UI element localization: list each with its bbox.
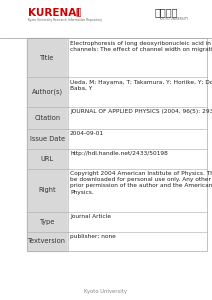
Bar bbox=[67, 38, 207, 77]
Text: Textversion: Textversion bbox=[28, 238, 66, 244]
Bar bbox=[67, 129, 207, 149]
Bar bbox=[27, 169, 67, 212]
Text: Kyoto University: Kyoto University bbox=[85, 289, 127, 294]
Bar bbox=[67, 232, 207, 251]
Text: KURENAI: KURENAI bbox=[28, 8, 80, 19]
Bar bbox=[27, 38, 67, 77]
Text: Electrophoresis of long deoxyribonucleic acid in curved
channels: The effect of : Electrophoresis of long deoxyribonucleic… bbox=[70, 41, 212, 52]
Text: 2004-09-01: 2004-09-01 bbox=[70, 131, 104, 136]
Bar bbox=[67, 149, 207, 169]
Text: Right: Right bbox=[38, 187, 56, 193]
Text: Ueda, M; Hayama, T; Takamura, Y; Horiike, Y; Dotera, T;
Baba, Y: Ueda, M; Hayama, T; Takamura, Y; Horiike… bbox=[70, 80, 212, 91]
Bar bbox=[67, 106, 207, 129]
Text: Copyright 2004 American Institute of Physics. This article may
be downloaded for: Copyright 2004 American Institute of Phy… bbox=[70, 171, 212, 195]
Text: http://hdl.handle.net/2433/50198: http://hdl.handle.net/2433/50198 bbox=[70, 151, 168, 156]
Bar bbox=[27, 129, 67, 149]
Text: Type: Type bbox=[39, 219, 55, 225]
Text: publisher; none: publisher; none bbox=[70, 234, 116, 239]
Bar bbox=[67, 77, 207, 106]
Text: JOURNAL OF APPLIED PHYSICS (2004, 96(5): 2937-2944: JOURNAL OF APPLIED PHYSICS (2004, 96(5):… bbox=[70, 109, 212, 114]
Text: Kyoto University Research Information Repository: Kyoto University Research Information Re… bbox=[28, 18, 102, 22]
Text: Journal Article: Journal Article bbox=[70, 214, 111, 219]
Bar bbox=[27, 77, 67, 106]
Text: Issue Date: Issue Date bbox=[30, 136, 65, 142]
Text: 京都大学: 京都大学 bbox=[155, 8, 178, 18]
Bar bbox=[67, 169, 207, 212]
Bar bbox=[27, 149, 67, 169]
Text: Author(s): Author(s) bbox=[32, 88, 63, 95]
Bar bbox=[27, 38, 207, 251]
Bar bbox=[67, 212, 207, 232]
Text: 紅: 紅 bbox=[75, 8, 81, 17]
Text: URL: URL bbox=[41, 156, 54, 162]
Text: Title: Title bbox=[40, 55, 54, 61]
Bar bbox=[27, 212, 67, 232]
Bar bbox=[27, 106, 67, 129]
Text: KYOTO UNIVERSITY: KYOTO UNIVERSITY bbox=[160, 17, 188, 22]
Text: Citation: Citation bbox=[34, 115, 60, 121]
Bar bbox=[27, 232, 67, 251]
